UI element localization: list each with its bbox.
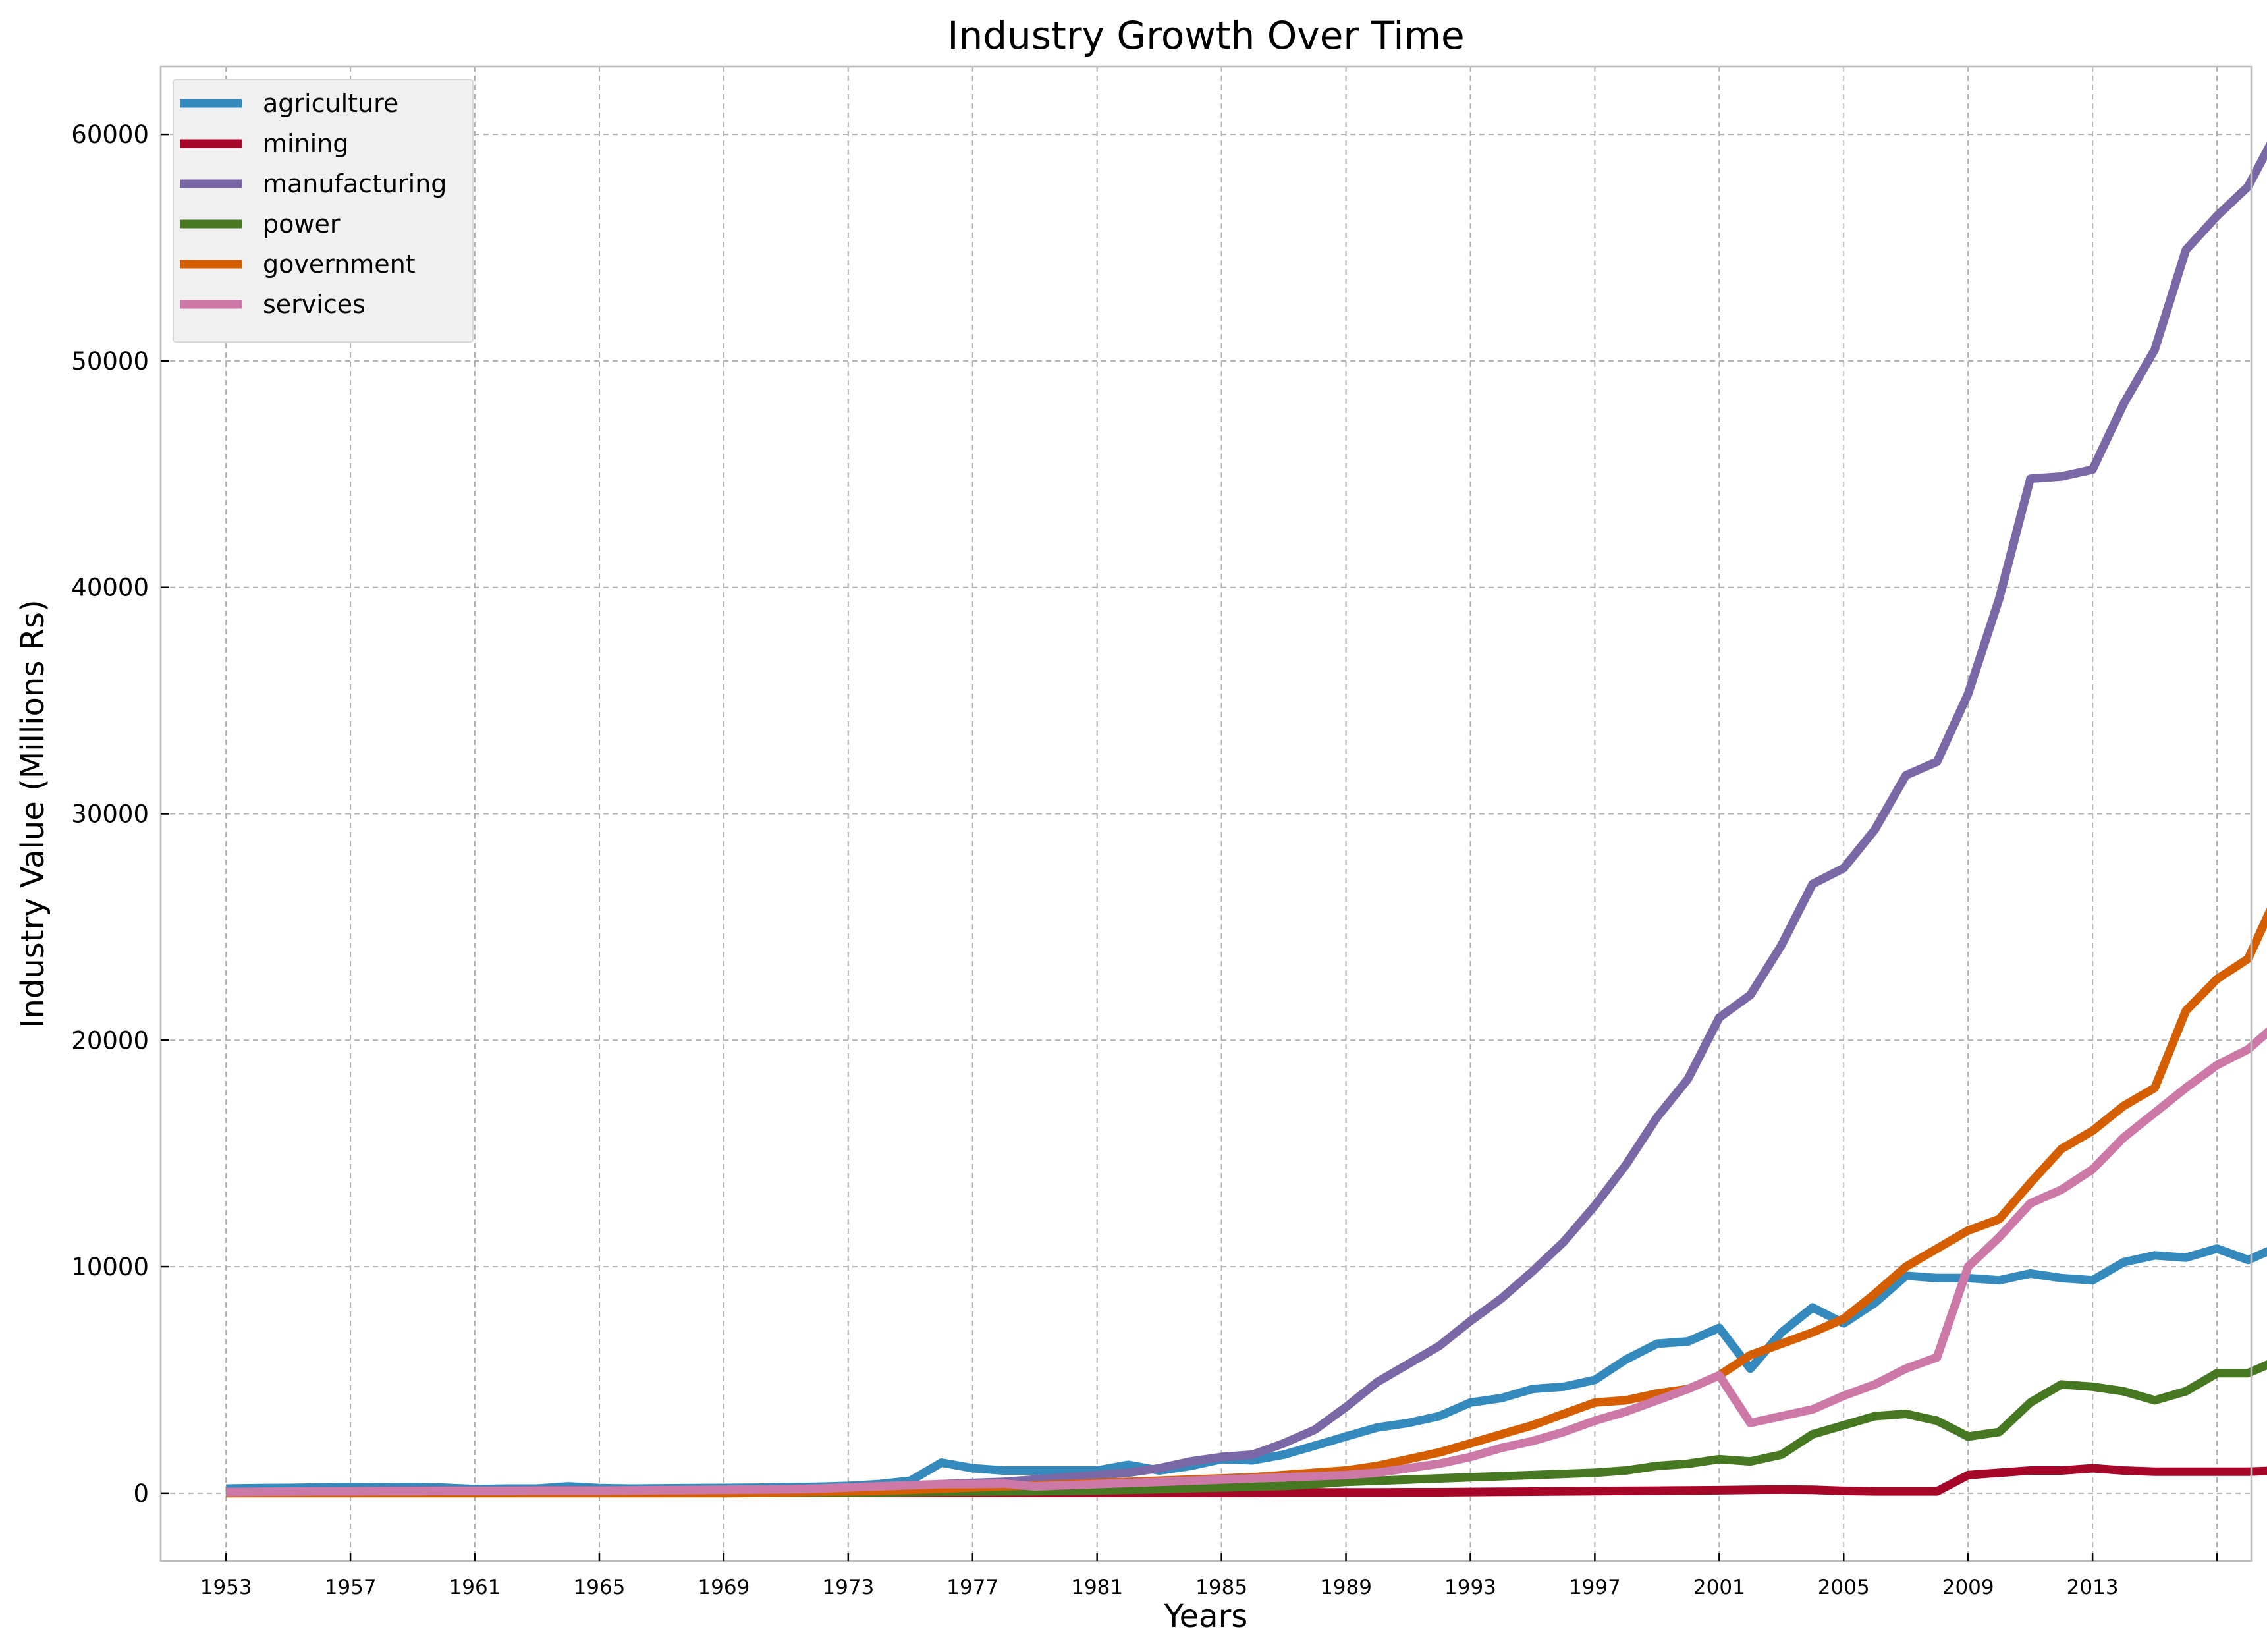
y-tick-label: 50000: [71, 347, 149, 375]
x-tick-label: 1965: [574, 1576, 626, 1599]
x-tick-label: 1977: [946, 1576, 998, 1599]
series-lines: [226, 141, 2267, 1498]
y-axis-title: Industry Value (Millions Rs): [14, 599, 51, 1028]
legend-label-services: services: [263, 290, 366, 319]
chart-title: Industry Growth Over Time: [947, 13, 1464, 58]
legend-label-manufacturing: manufacturing: [263, 169, 447, 198]
x-tick-label: 2013: [2067, 1576, 2119, 1599]
legend-label-agriculture: agriculture: [263, 89, 398, 118]
y-tick-label: 0: [133, 1479, 149, 1508]
y-tick-label: 20000: [71, 1026, 149, 1055]
x-tick-label: 2005: [1818, 1576, 1870, 1599]
y-tick-label: 10000: [71, 1253, 149, 1281]
series-line-services: [226, 1027, 2267, 1497]
x-tick-label: 1961: [449, 1576, 501, 1599]
legend-box: [173, 79, 474, 343]
axis-ticks: 1953 1957 1961 1965 1969 1973 1977 1981 1985 1989…: [71, 121, 2218, 1599]
x-axis-title: Years: [1164, 1598, 1248, 1635]
x-tick-label: 1993: [1444, 1576, 1496, 1599]
x-tick-label: 2009: [1942, 1576, 1994, 1599]
x-tick-label: 1957: [325, 1576, 377, 1599]
x-tick-label: 1969: [697, 1576, 750, 1599]
legend-label-government: government: [263, 250, 416, 279]
y-tick-label: 40000: [71, 574, 149, 602]
x-tick-label: 1997: [1569, 1576, 1621, 1599]
legend: agriculture mining manufacturing power gover…: [173, 79, 474, 343]
x-tick-label: 1973: [822, 1576, 874, 1599]
legend-label-mining: mining: [263, 129, 348, 158]
x-tick-label: 1981: [1071, 1576, 1123, 1599]
x-tick-label: 1953: [200, 1576, 252, 1599]
y-tick-label: 30000: [71, 800, 149, 829]
y-tick-label: 60000: [71, 121, 149, 149]
legend-label-power: power: [263, 209, 341, 238]
x-tick-label: 1989: [1320, 1576, 1372, 1599]
x-tick-label: 2001: [1693, 1576, 1745, 1599]
x-tick-label: 1985: [1195, 1576, 1247, 1599]
